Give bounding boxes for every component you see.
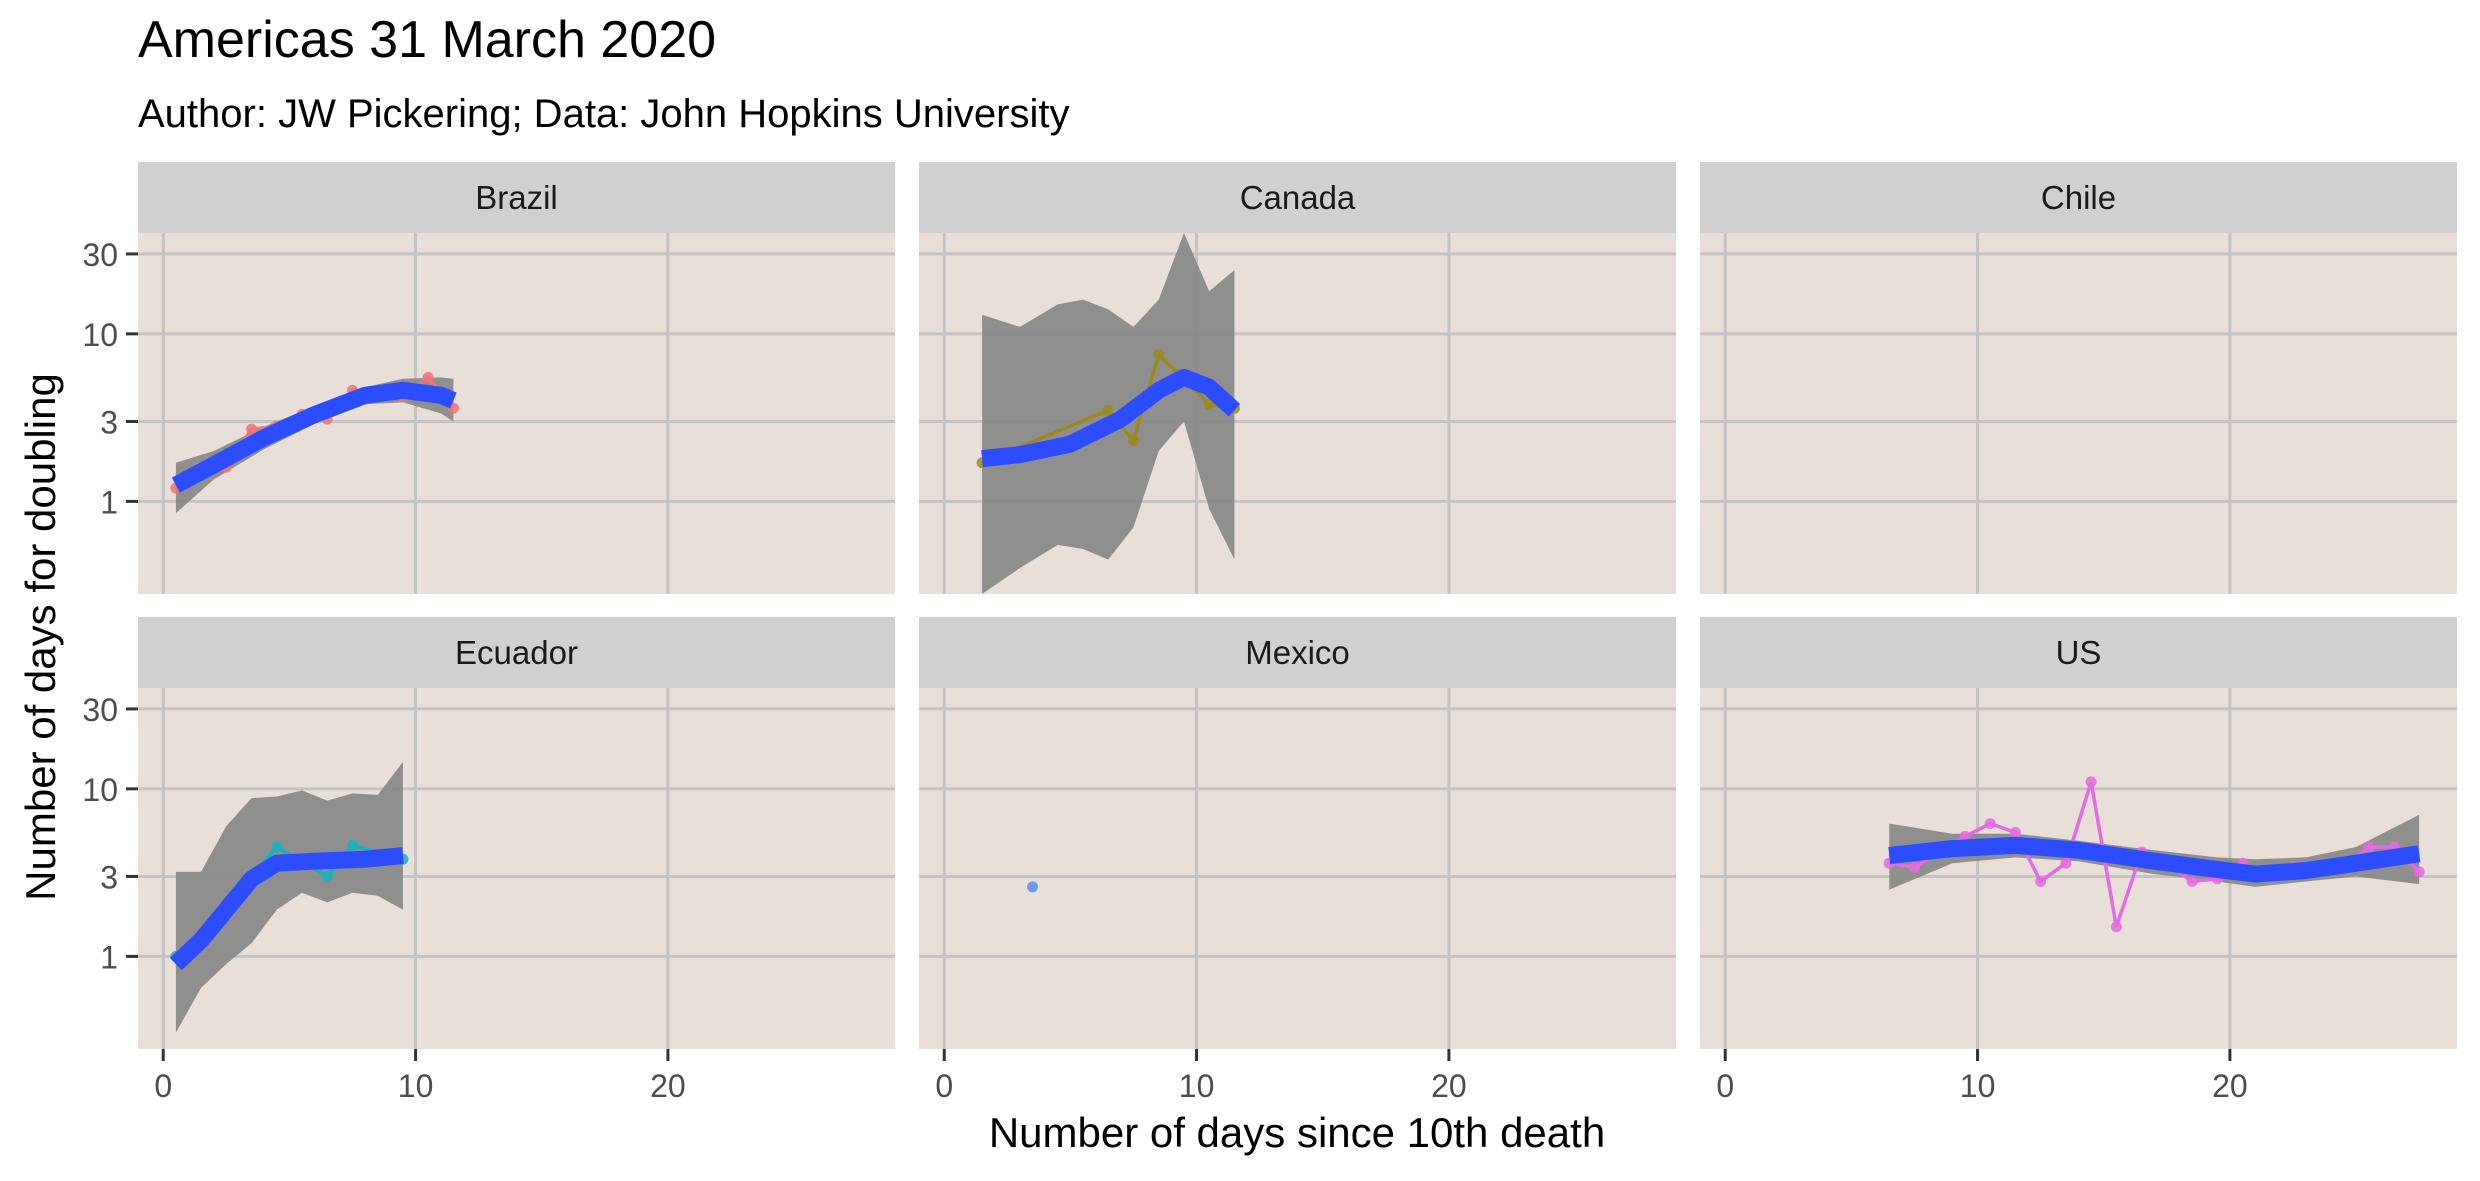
x-tick-label: 20 <box>1431 1068 1467 1104</box>
data-point <box>2413 866 2425 878</box>
y-tick-label: 30 <box>82 237 118 273</box>
confidence-ribbon <box>175 761 403 1033</box>
data-point <box>2060 857 2072 869</box>
data-point <box>346 839 358 851</box>
panel-background <box>1700 233 2457 594</box>
x-axis-label: Number of days since 10th death <box>989 1109 1605 1156</box>
panel-mexico: Mexico 0 10 20 <box>919 617 1676 1104</box>
x-tick-label: 0 <box>1716 1068 1734 1104</box>
smooth-line-ecuador <box>170 847 404 971</box>
data-point <box>2363 841 2375 853</box>
data-point <box>1984 818 1996 830</box>
panel-content <box>1027 881 1039 893</box>
chart-subtitle: Author: JW Pickering; Data: John Hopkins… <box>138 92 1069 136</box>
strip-label-canada: Canada <box>1240 179 1356 216</box>
strip-canada <box>919 162 1676 233</box>
data-point <box>1127 435 1139 447</box>
panel-ecuador: Ecuador 1 3 10 30 0 10 20 <box>82 617 895 1104</box>
data-point <box>2110 921 2122 933</box>
strip-label-chile: Chile <box>2041 179 2116 216</box>
panel-canada: Canada <box>919 162 1676 594</box>
panel-chile: Chile <box>1700 162 2457 594</box>
y-tick-label: 3 <box>100 404 118 440</box>
panel-content <box>170 371 459 514</box>
y-tick-label: 1 <box>100 484 118 520</box>
data-point <box>1102 404 1114 416</box>
panel-content <box>976 233 1241 594</box>
data-point <box>2085 776 2097 788</box>
y-tick-label: 10 <box>82 772 118 808</box>
strip-chile <box>1700 162 2457 233</box>
y-tick-label: 3 <box>100 859 118 895</box>
data-point <box>422 371 434 383</box>
chart-title: Americas 31 March 2020 <box>138 11 716 69</box>
data-point <box>1027 881 1039 893</box>
x-tick-label: 10 <box>398 1068 434 1104</box>
x-tick-label: 10 <box>1179 1068 1215 1104</box>
data-point <box>1203 398 1215 410</box>
data-point <box>1959 830 1971 842</box>
strip-label-mexico: Mexico <box>1245 634 1350 671</box>
x-tick-label: 10 <box>1960 1068 1996 1104</box>
strip-brazil <box>138 162 895 233</box>
x-tick-label: 20 <box>2212 1068 2248 1104</box>
strip-label-us: US <box>2056 634 2102 671</box>
panel-us: US 0 10 20 <box>1700 617 2457 1104</box>
data-point <box>246 423 258 435</box>
strip-ecuador <box>138 617 895 688</box>
y-axis-label: Number of days for doubling <box>17 373 64 901</box>
smooth-line-us <box>1888 836 2421 883</box>
smooth-line-brazil <box>171 381 457 493</box>
panel-background <box>138 233 895 594</box>
x-tick-label: 0 <box>935 1068 953 1104</box>
data-point <box>2186 875 2198 887</box>
panel-content <box>170 761 409 1033</box>
strip-us <box>1700 617 2457 688</box>
data-point <box>1153 349 1165 361</box>
data-point <box>271 841 283 853</box>
data-point <box>2009 826 2021 838</box>
strip-label-ecuador: Ecuador <box>455 634 578 671</box>
strip-label-brazil: Brazil <box>475 179 558 216</box>
smooth-line-canada <box>981 368 1241 468</box>
panel-brazil: Brazil 1 3 10 30 <box>82 162 895 594</box>
data-point <box>2035 875 2047 887</box>
data-point <box>1908 861 1920 873</box>
y-tick-label: 1 <box>100 939 118 975</box>
y-tick-label: 10 <box>82 317 118 353</box>
panel-content <box>1883 776 2425 933</box>
strip-mexico <box>919 617 1676 688</box>
facet-panels: Brazil 1 3 10 30 Canada Chile Ecuador 1 3 10 30 0 10 2… <box>82 162 2457 1104</box>
x-tick-label: 20 <box>650 1068 686 1104</box>
panel-background <box>919 688 1676 1049</box>
x-tick-label: 0 <box>154 1068 172 1104</box>
data-point <box>321 870 333 882</box>
y-tick-label: 30 <box>82 692 118 728</box>
